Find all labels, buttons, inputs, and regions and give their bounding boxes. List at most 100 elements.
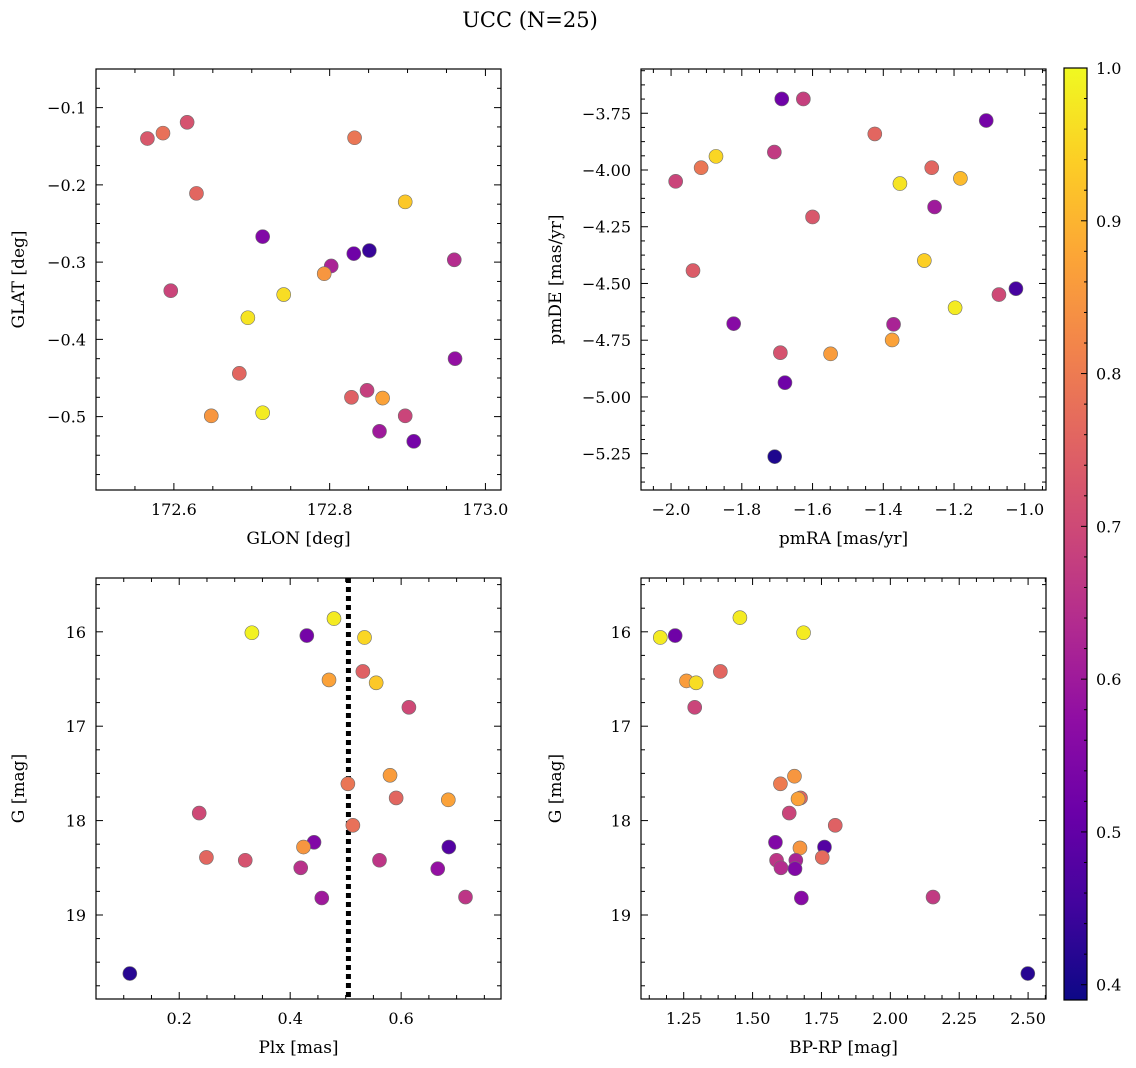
data-point — [401, 700, 417, 715]
data-point — [978, 113, 994, 128]
data-point — [886, 317, 901, 332]
x-tick-label: 0.4 — [277, 1009, 302, 1028]
x-axis-label: pmRA [mas/yr] — [779, 529, 908, 549]
axes-frame — [95, 577, 502, 1000]
data-point — [406, 434, 422, 449]
data-point — [767, 144, 782, 160]
x-tick-label: −2.0 — [652, 500, 691, 519]
data-point — [796, 91, 811, 107]
data-point — [652, 630, 668, 645]
data-point — [794, 890, 809, 906]
y-tick-label: 17 — [611, 717, 631, 736]
data-point — [359, 383, 375, 398]
data-point — [924, 160, 940, 176]
data-point — [191, 805, 207, 821]
data-point — [314, 890, 330, 906]
y-tick-label: 18 — [611, 812, 631, 831]
data-point — [430, 861, 446, 877]
y-tick-label: 19 — [611, 906, 631, 925]
data-point — [693, 160, 709, 176]
data-point — [991, 287, 1007, 302]
y-tick-label: −0.2 — [47, 176, 86, 195]
y-tick-label: 16 — [66, 623, 86, 642]
y-axis-label: pmDE [mas/yr] — [546, 214, 566, 344]
data-point — [773, 860, 789, 876]
x-tick-label: −1.2 — [935, 500, 974, 519]
data-point — [867, 126, 883, 142]
y-tick-label: −5.00 — [582, 388, 631, 407]
panel-3: 0.2 0.4 0.6 16 17 18 19 Plx [mas] G [mag] — [9, 577, 502, 1058]
data-point — [179, 115, 195, 130]
x-tick-label: −1.6 — [793, 500, 832, 519]
x-tick-label: 1.75 — [804, 1009, 840, 1028]
x-axis-label: BP-RP [mag] — [789, 1038, 898, 1058]
x-tick-label: 2.00 — [873, 1009, 909, 1028]
data-point — [688, 675, 704, 691]
data-point — [827, 818, 843, 833]
x-tick-label: 172.6 — [151, 500, 197, 519]
data-point — [1020, 966, 1036, 981]
y-tick-label: 17 — [66, 717, 86, 736]
data-point — [345, 818, 361, 833]
colorbar-tick-label: 0.8 — [1096, 365, 1121, 384]
colorbar-frame — [1063, 67, 1088, 1001]
data-point — [326, 611, 342, 626]
data-point — [667, 628, 683, 643]
y-tick-label: −5.25 — [582, 445, 631, 464]
data-point — [397, 408, 413, 424]
data-point — [708, 149, 724, 164]
colorbar-tick-label: 0.6 — [1096, 670, 1121, 689]
data-point — [726, 316, 741, 331]
data-point — [397, 194, 413, 210]
data-point — [372, 423, 387, 439]
data-point — [276, 287, 292, 302]
data-point — [296, 839, 311, 855]
data-point — [240, 310, 256, 326]
x-tick-label: −1.8 — [722, 500, 761, 519]
data-point — [892, 176, 908, 191]
data-point — [668, 174, 683, 189]
x-axis-label: GLON [deg] — [246, 529, 350, 549]
panel-2: −2.0 −1.8 −1.6 −1.4 −1.2 −1.0 −3.75 −4.00 −4.25 −… — [546, 68, 1047, 549]
y-tick-label: −3.75 — [582, 104, 631, 123]
data-point — [773, 776, 788, 792]
data-point — [917, 253, 932, 268]
colorbar-gradient — [1064, 68, 1087, 1000]
data-point — [447, 351, 463, 366]
data-point — [773, 345, 788, 360]
data-point — [796, 625, 811, 641]
x-tick-label: −1.4 — [864, 500, 903, 519]
data-point — [244, 625, 260, 641]
data-point — [774, 91, 790, 107]
panel-1: 172.6 172.8 173.0 −0.1 −0.2 −0.3 −0.4 −0.5 GLON … — [9, 68, 509, 549]
data-point — [446, 252, 462, 268]
data-point — [947, 300, 963, 316]
y-axis-label: G [mag] — [9, 754, 29, 823]
x-tick-label: 0.2 — [166, 1009, 191, 1028]
data-point — [155, 125, 171, 141]
y-tick-label: −4.00 — [582, 161, 631, 180]
figure-title: UCC (N=25) — [462, 8, 598, 32]
y-tick-label: 16 — [611, 623, 631, 642]
colorbar-tick-label: 1.0 — [1096, 59, 1121, 78]
panels: 172.6 172.8 173.0 −0.1 −0.2 −0.3 −0.4 −0.5 GLON … — [9, 68, 1047, 1058]
data-point — [823, 346, 838, 362]
x-tick-label: −1.0 — [1005, 500, 1044, 519]
axes-frame — [95, 68, 502, 491]
data-point — [781, 805, 797, 821]
data-point — [792, 840, 808, 856]
data-point — [925, 889, 941, 905]
y-tick-label: −4.50 — [582, 274, 631, 293]
data-point — [237, 852, 253, 868]
data-point — [321, 672, 337, 688]
data-point — [368, 675, 384, 691]
x-tick-label: 173.0 — [463, 500, 509, 519]
data-point — [713, 664, 728, 679]
x-tick-label: 2.50 — [1010, 1009, 1046, 1028]
colorbar-tick-label: 0.7 — [1096, 517, 1121, 536]
data-point — [255, 405, 270, 421]
x-tick-label: 172.8 — [307, 500, 353, 519]
data-point — [388, 790, 404, 806]
x-tick-label: 1.25 — [666, 1009, 702, 1028]
